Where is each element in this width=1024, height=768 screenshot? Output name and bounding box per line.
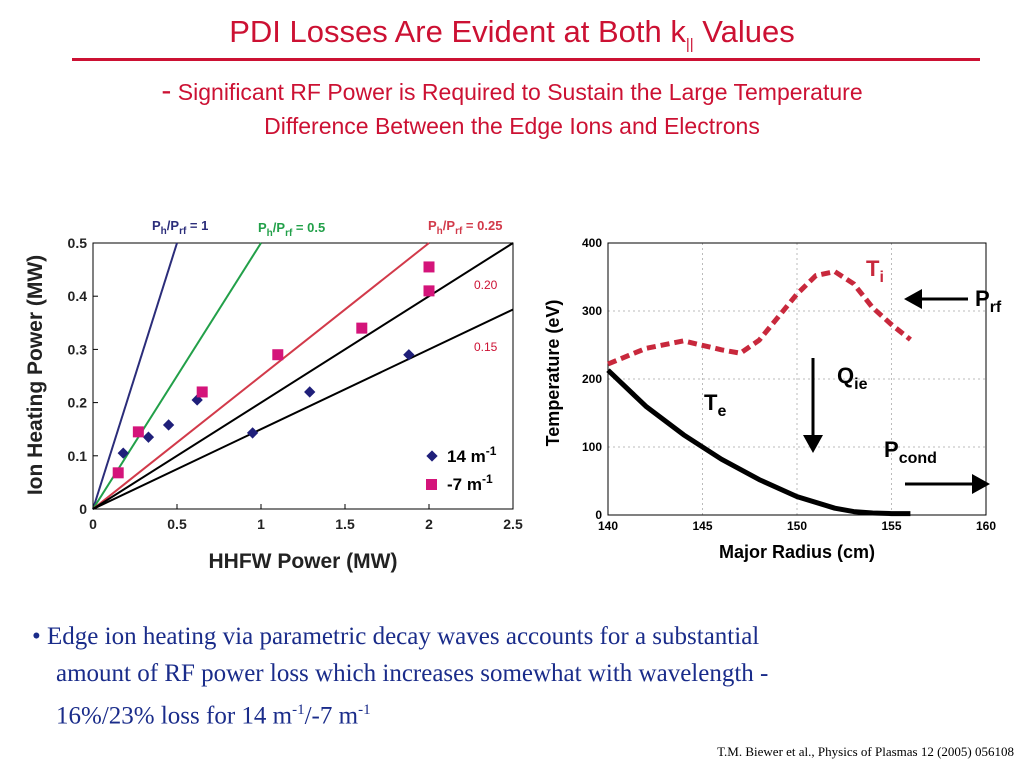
chart1-xlabel: HHFW Power (MW) <box>209 550 398 573</box>
chart2-ytick-label: 400 <box>582 236 602 250</box>
chart2-ylabel: Temperature (eV) <box>543 300 563 447</box>
chart1-ytick-label: 0.3 <box>68 341 88 357</box>
label-te: Te <box>704 390 726 420</box>
ratio-line <box>92 242 178 510</box>
line-label-2: Ph/Prf = 0.5 <box>258 220 325 239</box>
label-prf: Prf <box>975 286 1002 316</box>
chart1-ylabel: Ion Heating Power (MW) <box>24 255 47 495</box>
title-main: PDI Losses Are Evident at Both k <box>229 14 686 49</box>
data-point-diamond <box>142 431 155 443</box>
data-point-diamond <box>246 427 259 439</box>
chart2-ytick-label: 100 <box>582 440 602 454</box>
slide-subtitle: - Significant RF Power is Required to Su… <box>0 74 1024 143</box>
chart1-frame <box>92 242 514 510</box>
legend-14: 14 m-1 <box>447 444 497 466</box>
chart1-ytick-label: 0.2 <box>68 395 88 411</box>
chart1-xtick-label: 2.5 <box>503 516 523 532</box>
bullet-text: • Edge ion heating via parametric decay … <box>32 618 982 734</box>
chart2-ytick-label: 200 <box>582 372 602 386</box>
legend-square-icon <box>426 479 437 490</box>
bullet-line2: amount of RF power loss which increases … <box>56 660 769 687</box>
chart1-ytick-label: 0.4 <box>68 288 88 304</box>
chart1-ytick-label: 0.1 <box>68 448 88 464</box>
subtitle-line2: Difference Between the Edge Ions and Ele… <box>264 113 760 139</box>
chart2-xtick-label: 140 <box>598 519 618 533</box>
ratio-line <box>92 242 262 510</box>
slide-title: PDI Losses Are Evident at Both k|| Value… <box>0 14 1024 53</box>
subtitle-line1: Significant RF Power is Required to Sust… <box>177 79 863 105</box>
line-label-1: Ph/Prf = 1 <box>152 218 208 237</box>
chart1-ytick-label: 0 <box>79 501 87 517</box>
label-pcond: Pcond <box>884 437 937 467</box>
chart1-xtick-label: 2 <box>425 516 433 532</box>
data-point-diamond <box>304 386 316 398</box>
ratio-line <box>92 308 514 510</box>
arrow-qie-icon <box>803 358 823 453</box>
chart1-xtick-label: 1.5 <box>335 516 355 532</box>
chart2-ytick-label: 300 <box>582 304 602 318</box>
title-rule <box>72 58 980 61</box>
label-ti: Ti <box>866 256 884 286</box>
bullet-line1: Edge ion heating via parametric decay wa… <box>47 623 760 650</box>
legend-diamond-icon <box>426 450 438 462</box>
ion-heating-chart: 0 0.5 1 1.5 2 2.500.10.20.30.40.5 Ph/Prf = 1 … <box>24 218 523 573</box>
temperature-chart: 140 145 150 155 160 0 100 200 300 400 Ti Te Prf Q… <box>543 236 1002 562</box>
chart2-ytick-label: 0 <box>595 508 602 522</box>
data-point-square <box>132 426 144 438</box>
chart2-xlabel: Major Radius (cm) <box>719 542 875 562</box>
ti-curve <box>607 269 912 367</box>
chart2-xtick-label: 145 <box>692 519 712 533</box>
chart1-xtick-label: 0 <box>89 516 97 532</box>
te-curve <box>606 368 911 517</box>
data-point-square <box>272 349 284 361</box>
arrow-prf-icon <box>904 289 968 309</box>
ratio-line <box>92 242 514 510</box>
data-point-square <box>112 467 124 479</box>
bullet-line3: 16%/23% loss for 14 m-1/-7 m-1 <box>56 702 371 730</box>
chart1-xtick-label: 0.5 <box>167 516 187 532</box>
line-label-4: 0.20 <box>474 278 498 292</box>
line-label-5: 0.15 <box>474 340 498 354</box>
chart2-frame <box>607 242 987 516</box>
subtitle-dash: - <box>161 74 172 107</box>
chart2-xtick-label: 155 <box>881 519 901 533</box>
label-qie: Qie <box>837 363 868 393</box>
line-label-3: Ph/Prf = 0.25 <box>428 218 502 237</box>
title-sub: || <box>685 36 694 54</box>
data-point-diamond <box>403 349 415 361</box>
data-point-diamond <box>162 419 175 431</box>
legend-7: -7 m-1 <box>447 472 493 494</box>
data-point-square <box>356 322 368 334</box>
chart2-xtick-label: 160 <box>976 519 996 533</box>
citation: T.M. Biewer et al., Physics of Plasmas 1… <box>717 744 1014 759</box>
chart2-xtick-label: 150 <box>787 519 807 533</box>
data-point-square <box>196 386 208 398</box>
bullet-marker: • <box>32 623 41 650</box>
chart1-ytick-label: 0.5 <box>68 235 88 251</box>
arrow-pcond-icon <box>905 474 990 494</box>
ratio-line <box>92 242 430 510</box>
data-point-diamond <box>117 447 129 459</box>
chart1-xtick-label: 1 <box>257 516 265 532</box>
title-tail: Values <box>693 14 795 49</box>
data-point-square <box>423 285 435 297</box>
data-point-square <box>423 261 435 273</box>
